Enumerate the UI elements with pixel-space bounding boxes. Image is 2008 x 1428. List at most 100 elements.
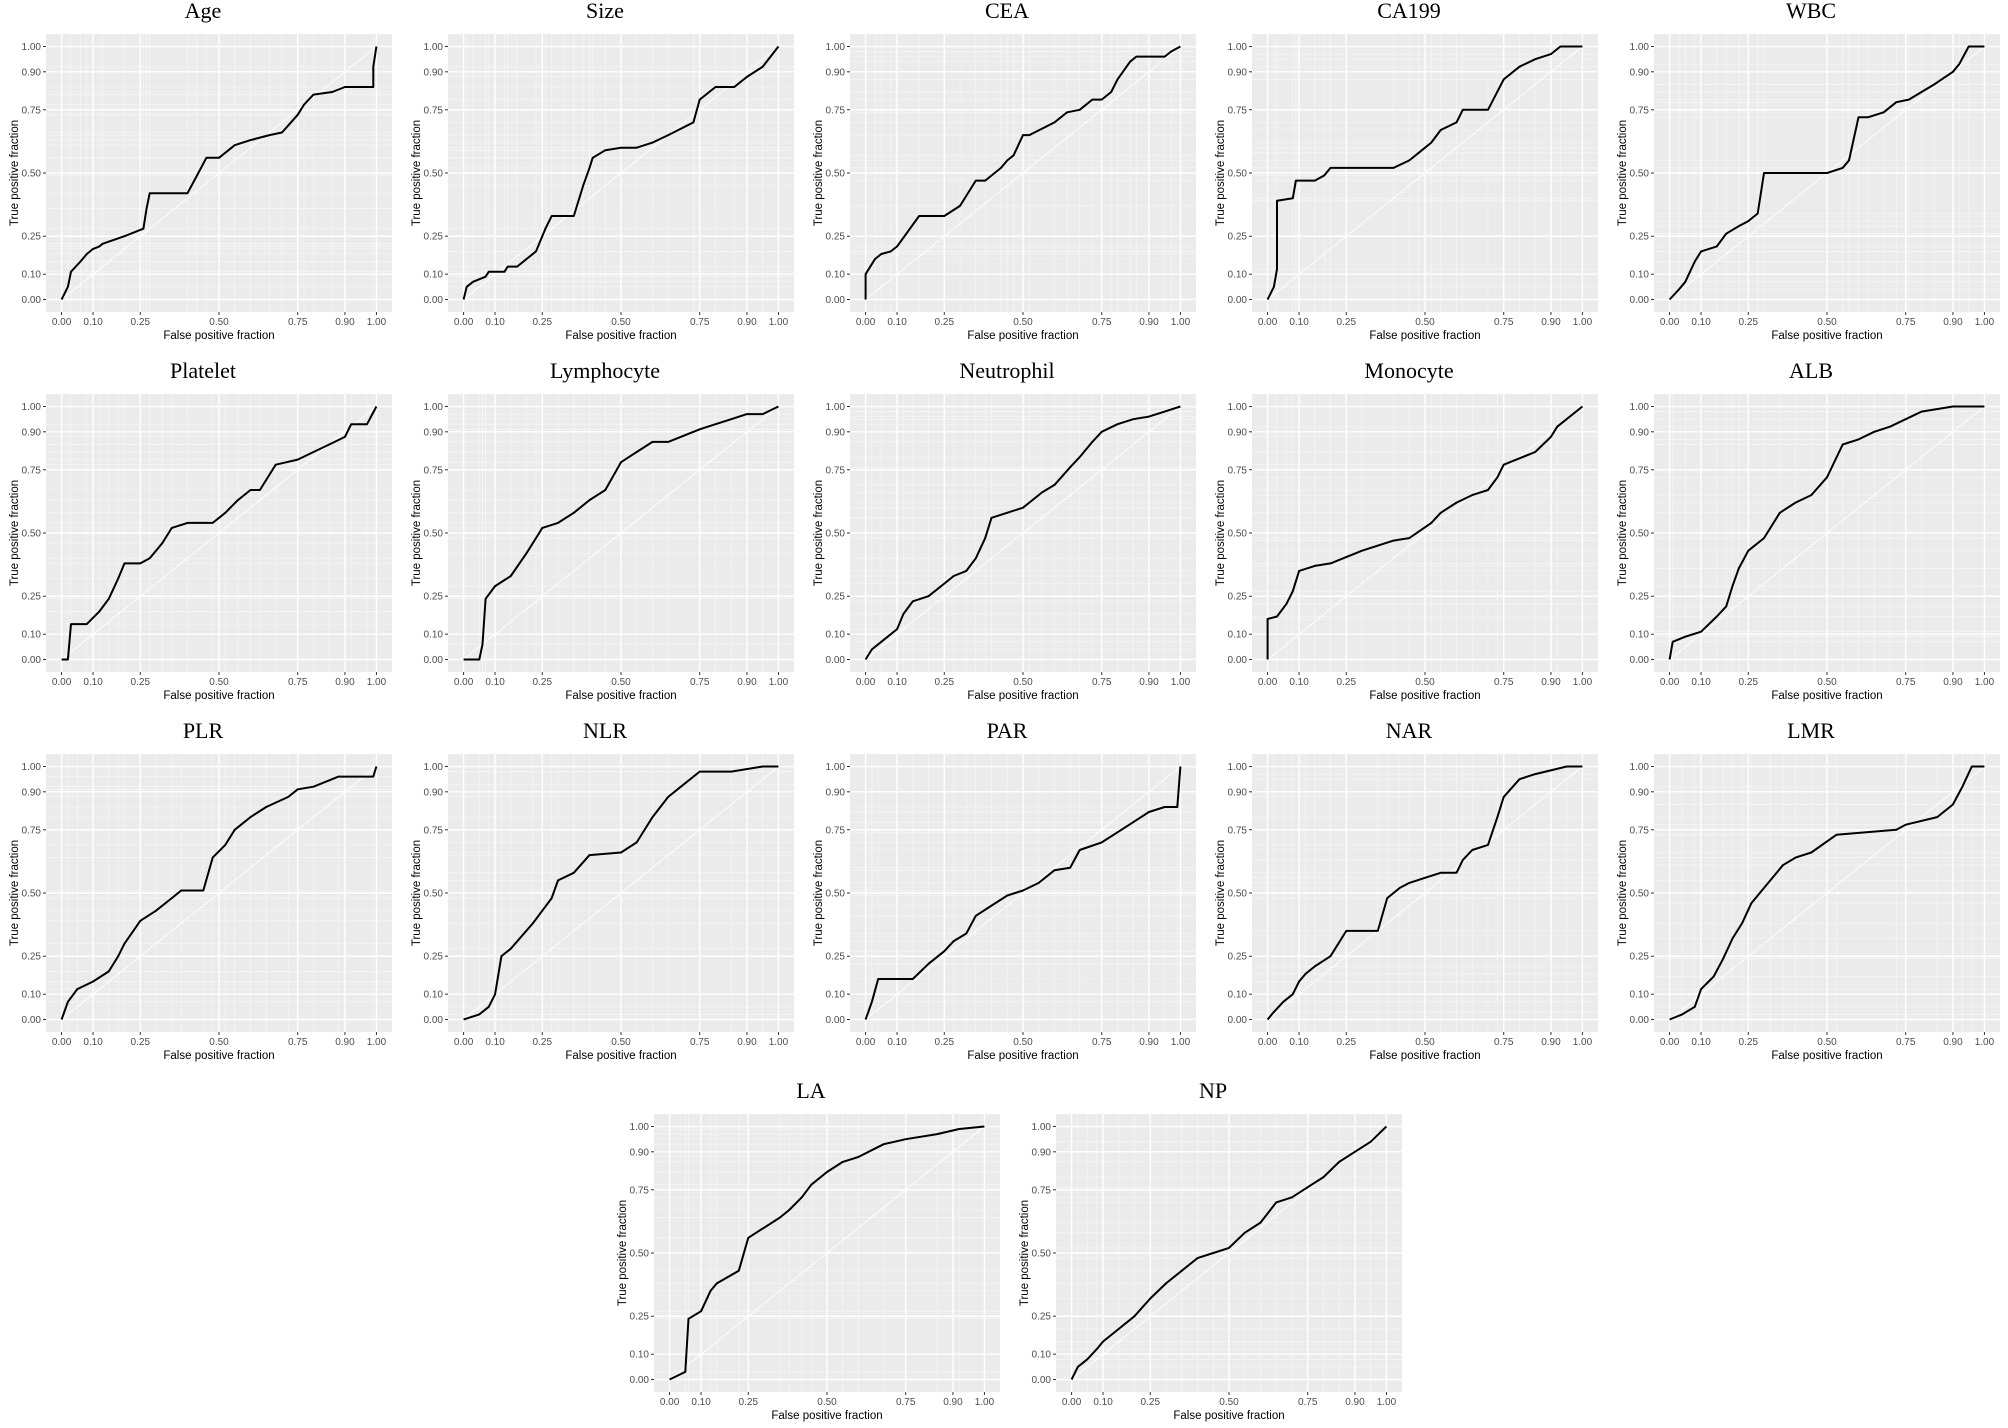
x-tick-label: 1.00 bbox=[1171, 677, 1191, 688]
chart-title: NAR bbox=[1385, 718, 1433, 743]
y-tick-label: 0.25 bbox=[1630, 232, 1650, 243]
chart-title: Neutrophil bbox=[959, 358, 1055, 383]
y-tick-label: 0.25 bbox=[630, 1312, 650, 1323]
x-tick-label: 0.75 bbox=[1896, 1037, 1916, 1048]
y-tick-label: 0.10 bbox=[1228, 990, 1248, 1001]
y-tick-label: 0.10 bbox=[22, 990, 42, 1001]
y-tick-label: 0.50 bbox=[826, 169, 846, 180]
y-tick-label: 0.50 bbox=[1228, 169, 1248, 180]
y-axis-title: True positive fraction bbox=[1617, 840, 1629, 946]
x-tick-label: 1.00 bbox=[769, 1037, 789, 1048]
roc-panel-neutrophil: Neutrophil 0.00 0.10 0.25 0.50 0.75 0.90 1.00 0.… bbox=[812, 360, 1202, 708]
x-tick-label: 0.25 bbox=[533, 1037, 553, 1048]
y-tick-label: 0.90 bbox=[826, 427, 846, 438]
x-tick-label: 0.00 bbox=[1660, 317, 1680, 328]
roc-plot: 0.00 0.10 0.25 0.50 0.75 0.90 1.00 0.00 0.10 0.25… bbox=[411, 754, 794, 1062]
y-tick-label: 1.00 bbox=[22, 402, 42, 413]
roc-panel-nlr: NLR 0.00 0.10 0.25 0.50 0.75 0.90 1.00 0.00 0.10 0… bbox=[410, 720, 800, 1068]
x-tick-label: 1.00 bbox=[1171, 1037, 1191, 1048]
x-axis-title: False positive fraction bbox=[967, 690, 1078, 702]
roc-curve bbox=[1668, 45, 1985, 301]
x-tick-label: 0.10 bbox=[1093, 1397, 1113, 1408]
x-tick-label: 0.10 bbox=[887, 317, 907, 328]
x-tick-label: 0.10 bbox=[1289, 677, 1309, 688]
y-axis-title: True positive fraction bbox=[1019, 1200, 1031, 1306]
x-tick-label: 1.00 bbox=[769, 317, 789, 328]
y-tick-label: 0.10 bbox=[1228, 270, 1248, 281]
roc-curve bbox=[1266, 45, 1583, 300]
chart-title: CA199 bbox=[1377, 0, 1441, 23]
x-axis-title: False positive fraction bbox=[1771, 1050, 1882, 1062]
y-tick-label: 1.00 bbox=[1630, 402, 1650, 413]
roc-curve bbox=[1668, 405, 1985, 660]
chance-diagonal bbox=[61, 46, 377, 300]
chance-diagonal bbox=[865, 406, 1181, 660]
x-tick-label: 1.00 bbox=[1975, 317, 1995, 328]
y-tick-label: 0.25 bbox=[1630, 952, 1650, 963]
y-axis-title: True positive fraction bbox=[9, 480, 21, 586]
x-tick-label: 0.00 bbox=[856, 677, 876, 688]
x-tick-label: 0.25 bbox=[935, 317, 955, 328]
y-tick-label: 0.50 bbox=[22, 529, 42, 540]
x-tick-label: 0.25 bbox=[935, 1037, 955, 1048]
x-tick-label: 1.00 bbox=[1573, 1037, 1593, 1048]
chance-diagonal bbox=[463, 46, 779, 300]
x-tick-label: 0.00 bbox=[1660, 1037, 1680, 1048]
x-tick-label: 0.25 bbox=[1337, 677, 1357, 688]
x-tick-label: 1.00 bbox=[1377, 1397, 1397, 1408]
x-axis-title: False positive fraction bbox=[163, 330, 274, 342]
x-tick-label: 1.00 bbox=[367, 677, 387, 688]
x-tick-label: 0.90 bbox=[943, 1397, 963, 1408]
y-tick-label: 1.00 bbox=[424, 42, 444, 53]
x-tick-label: 0.25 bbox=[1337, 1037, 1357, 1048]
y-tick-label: 0.00 bbox=[1228, 655, 1248, 666]
y-tick-label: 0.90 bbox=[22, 787, 42, 798]
y-tick-label: 0.00 bbox=[424, 655, 444, 666]
x-tick-label: 0.00 bbox=[660, 1397, 680, 1408]
chart-title: Age bbox=[184, 0, 222, 23]
y-tick-label: 0.75 bbox=[424, 825, 444, 836]
chart-title: Lymphocyte bbox=[550, 358, 660, 383]
y-tick-label: 0.50 bbox=[826, 889, 846, 900]
y-tick-label: 0.50 bbox=[22, 169, 42, 180]
y-tick-label: 0.90 bbox=[424, 67, 444, 78]
roc-curve bbox=[864, 405, 1181, 661]
x-tick-label: 0.50 bbox=[611, 1037, 631, 1048]
y-tick-label: 0.10 bbox=[1228, 630, 1248, 641]
y-axis-title: True positive fraction bbox=[1215, 120, 1227, 226]
roc-curve bbox=[463, 765, 779, 1021]
roc-curve bbox=[864, 766, 1182, 1020]
roc-curve bbox=[864, 45, 1181, 300]
x-tick-label: 0.10 bbox=[1691, 317, 1711, 328]
x-tick-label: 0.25 bbox=[1739, 317, 1759, 328]
roc-panel-plr: PLR 0.00 0.10 0.25 0.50 0.75 0.90 1.00 0.00 0.10 0… bbox=[8, 720, 398, 1068]
x-tick-label: 0.25 bbox=[533, 677, 553, 688]
x-tick-label: 0.90 bbox=[1943, 1037, 1963, 1048]
y-tick-label: 1.00 bbox=[1228, 402, 1248, 413]
y-tick-label: 0.25 bbox=[424, 232, 444, 243]
x-tick-label: 0.10 bbox=[83, 677, 103, 688]
x-tick-label: 0.25 bbox=[739, 1397, 759, 1408]
y-tick-label: 0.25 bbox=[22, 952, 42, 963]
y-tick-label: 0.10 bbox=[630, 1350, 650, 1361]
roc-panel-monocyte: Monocyte 0.00 0.10 0.25 0.50 0.75 0.90 1.00 0.00… bbox=[1214, 360, 1604, 708]
chance-diagonal bbox=[1267, 406, 1583, 660]
y-tick-label: 0.00 bbox=[22, 655, 42, 666]
x-tick-label: 0.75 bbox=[1494, 317, 1514, 328]
x-tick-label: 0.90 bbox=[1541, 317, 1561, 328]
y-tick-label: 0.90 bbox=[1228, 787, 1248, 798]
chart-title: NLR bbox=[583, 718, 627, 743]
y-tick-label: 0.25 bbox=[1228, 952, 1248, 963]
x-tick-label: 0.25 bbox=[1739, 677, 1759, 688]
x-tick-label: 0.75 bbox=[1298, 1397, 1318, 1408]
y-tick-label: 0.00 bbox=[1228, 295, 1248, 306]
roc-plot: 0.00 0.10 0.25 0.50 0.75 0.90 1.00 0.00 0.10 0.25… bbox=[1019, 1114, 1402, 1422]
chance-diagonal bbox=[463, 406, 779, 660]
y-tick-label: 0.25 bbox=[424, 952, 444, 963]
chart-title: ALB bbox=[1789, 358, 1833, 383]
y-tick-label: 1.00 bbox=[424, 762, 444, 773]
roc-curve bbox=[1070, 1125, 1388, 1380]
y-tick-label: 0.75 bbox=[22, 465, 42, 476]
x-tick-label: 0.00 bbox=[856, 317, 876, 328]
x-tick-label: 0.75 bbox=[1092, 317, 1112, 328]
